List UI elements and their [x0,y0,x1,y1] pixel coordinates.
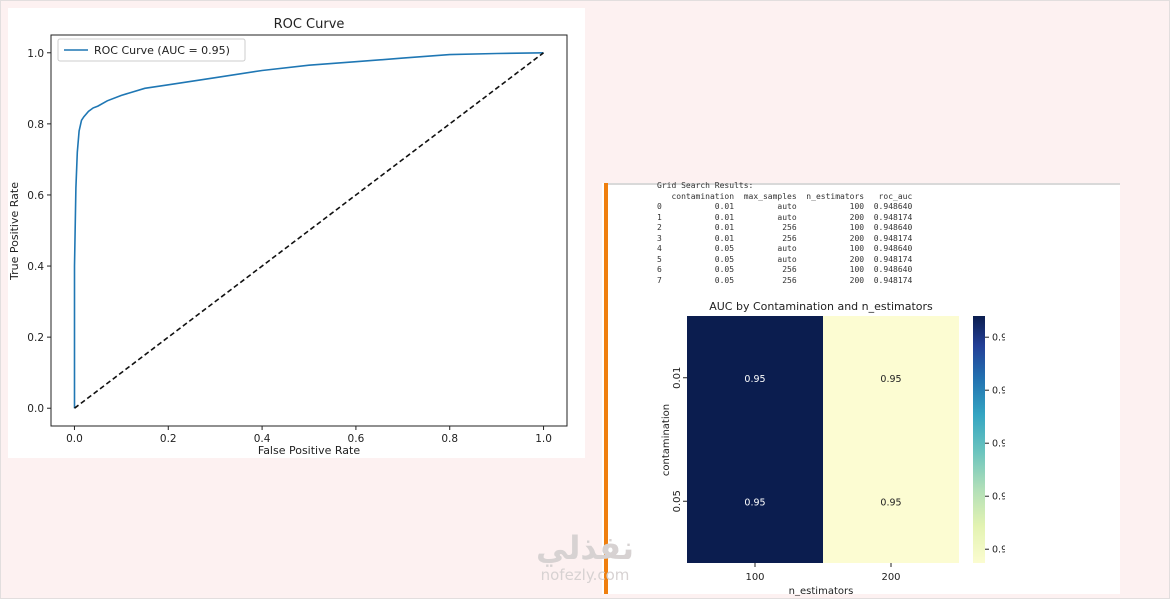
roc-x-tick-label: 1.0 [535,433,552,445]
heatmap-cell [687,439,823,563]
colorbar-ticks: 0.9482 0.9483 0.9484 0.9485 0.9486 [985,333,1005,556]
cell-accent-bar [604,183,608,594]
roc-curve-line [73,52,544,409]
roc-x-tick-label: 0.8 [441,433,458,445]
watermark-arabic: نفذلي [536,529,634,567]
roc-chart-panel: ROC Curve 0.0 0.2 0.4 0.6 0.8 1.0 0.0 0.2 0.4 0.… [8,8,585,458]
roc-xlabel: False Positive Rate [258,444,360,457]
watermark: نفذلي nofezly.com [515,528,655,584]
colorbar-tick-label: 0.9482 [992,545,1005,556]
heatmap-cell [687,316,823,440]
roc-y-tick-label: 1.0 [27,48,44,60]
roc-x-ticks: 0.0 0.2 0.4 0.6 0.8 1.0 [66,426,552,445]
watermark-latin: nofezly.com [540,566,630,584]
heatmap-cell-annotation: 0.95 [880,374,901,385]
roc-x-tick-label: 0.2 [160,433,177,445]
roc-axes-frame [50,34,568,427]
heatmap-y-tick-label: 0.01 [672,367,683,389]
colorbar-tick-label: 0.9486 [992,333,1005,344]
roc-legend-label: ROC Curve (AUC = 0.95) [94,44,230,57]
heatmap-cell-annotation: 0.95 [880,497,901,508]
heatmap-cells: 0.95 0.95 0.95 0.95 [687,316,959,563]
roc-y-tick-label: 0.0 [27,403,44,415]
colorbar-tick-label: 0.9485 [992,386,1005,397]
heatmap-cell-annotation: 0.95 [744,497,765,508]
heatmap-ticks: 100 200 0.01 0.05 [672,367,901,583]
roc-chart: ROC Curve 0.0 0.2 0.4 0.6 0.8 1.0 0.00.20.40.… [8,17,568,457]
colorbar-tick-label: 0.9484 [992,439,1005,450]
roc-x-tick-label: 0.6 [348,433,365,445]
heatmap-ylabel: contamination [661,404,672,476]
roc-x-tick-label: 0.0 [66,433,83,445]
roc-x-tick-label: 0.4 [254,433,271,445]
heatmap-cell [823,316,959,440]
roc-title: ROC Curve [274,17,345,32]
roc-y-tick-label: 0.8 [27,119,44,131]
roc-legend: ROC Curve (AUC = 0.95) [57,38,246,62]
roc-ylabel: True Positive Rate [8,182,21,281]
grid-search-table: Grid Search Results: contamination max_s… [657,181,913,285]
roc-y-tick-label: 0.6 [27,190,44,202]
heatmap-x-tick-label: 100 [745,572,764,583]
roc-y-tick-label: 0.4 [27,261,44,273]
heatmap-cell-annotation: 0.95 [744,374,765,385]
heatmap-colorbar [973,316,985,563]
roc-y-tick-label: 0.2 [27,332,44,344]
heatmap-x-tick-label: 200 [881,572,900,583]
heatmap-chart: AUC by Contamination and n_estimators 0.… [661,300,1005,596]
roc-diagonal-line [74,52,544,409]
heatmap-title: AUC by Contamination and n_estimators [709,300,933,313]
heatmap-cell [823,439,959,563]
cell-divider [608,183,1120,185]
heatmap-y-tick-label: 0.05 [672,490,683,512]
heatmap-xlabel: n_estimators [789,586,854,596]
roc-lines [73,52,544,409]
colorbar-tick-label: 0.9483 [992,492,1005,503]
roc-legend-box [57,38,246,62]
roc-y-ticks: 0.0 0.2 0.4 0.6 0.8 1.0 [27,48,51,415]
